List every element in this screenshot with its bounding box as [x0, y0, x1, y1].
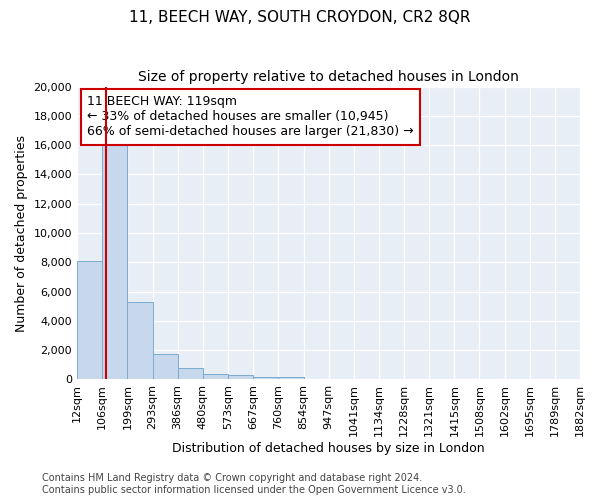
Bar: [253, 376, 278, 380]
Bar: [178, 368, 203, 380]
Text: 11 BEECH WAY: 119sqm
← 33% of detached houses are smaller (10,945)
66% of semi-d: 11 BEECH WAY: 119sqm ← 33% of detached h…: [87, 96, 414, 138]
Bar: [278, 378, 304, 380]
Title: Size of property relative to detached houses in London: Size of property relative to detached ho…: [138, 70, 519, 84]
Bar: [77, 261, 103, 380]
X-axis label: Distribution of detached houses by size in London: Distribution of detached houses by size …: [172, 442, 485, 455]
Bar: [152, 354, 178, 380]
Y-axis label: Number of detached properties: Number of detached properties: [15, 134, 28, 332]
Bar: [203, 374, 228, 380]
Bar: [103, 136, 127, 380]
Bar: [228, 375, 253, 380]
Text: Contains HM Land Registry data © Crown copyright and database right 2024.
Contai: Contains HM Land Registry data © Crown c…: [42, 474, 466, 495]
Bar: [127, 302, 152, 380]
Text: 11, BEECH WAY, SOUTH CROYDON, CR2 8QR: 11, BEECH WAY, SOUTH CROYDON, CR2 8QR: [129, 10, 471, 25]
